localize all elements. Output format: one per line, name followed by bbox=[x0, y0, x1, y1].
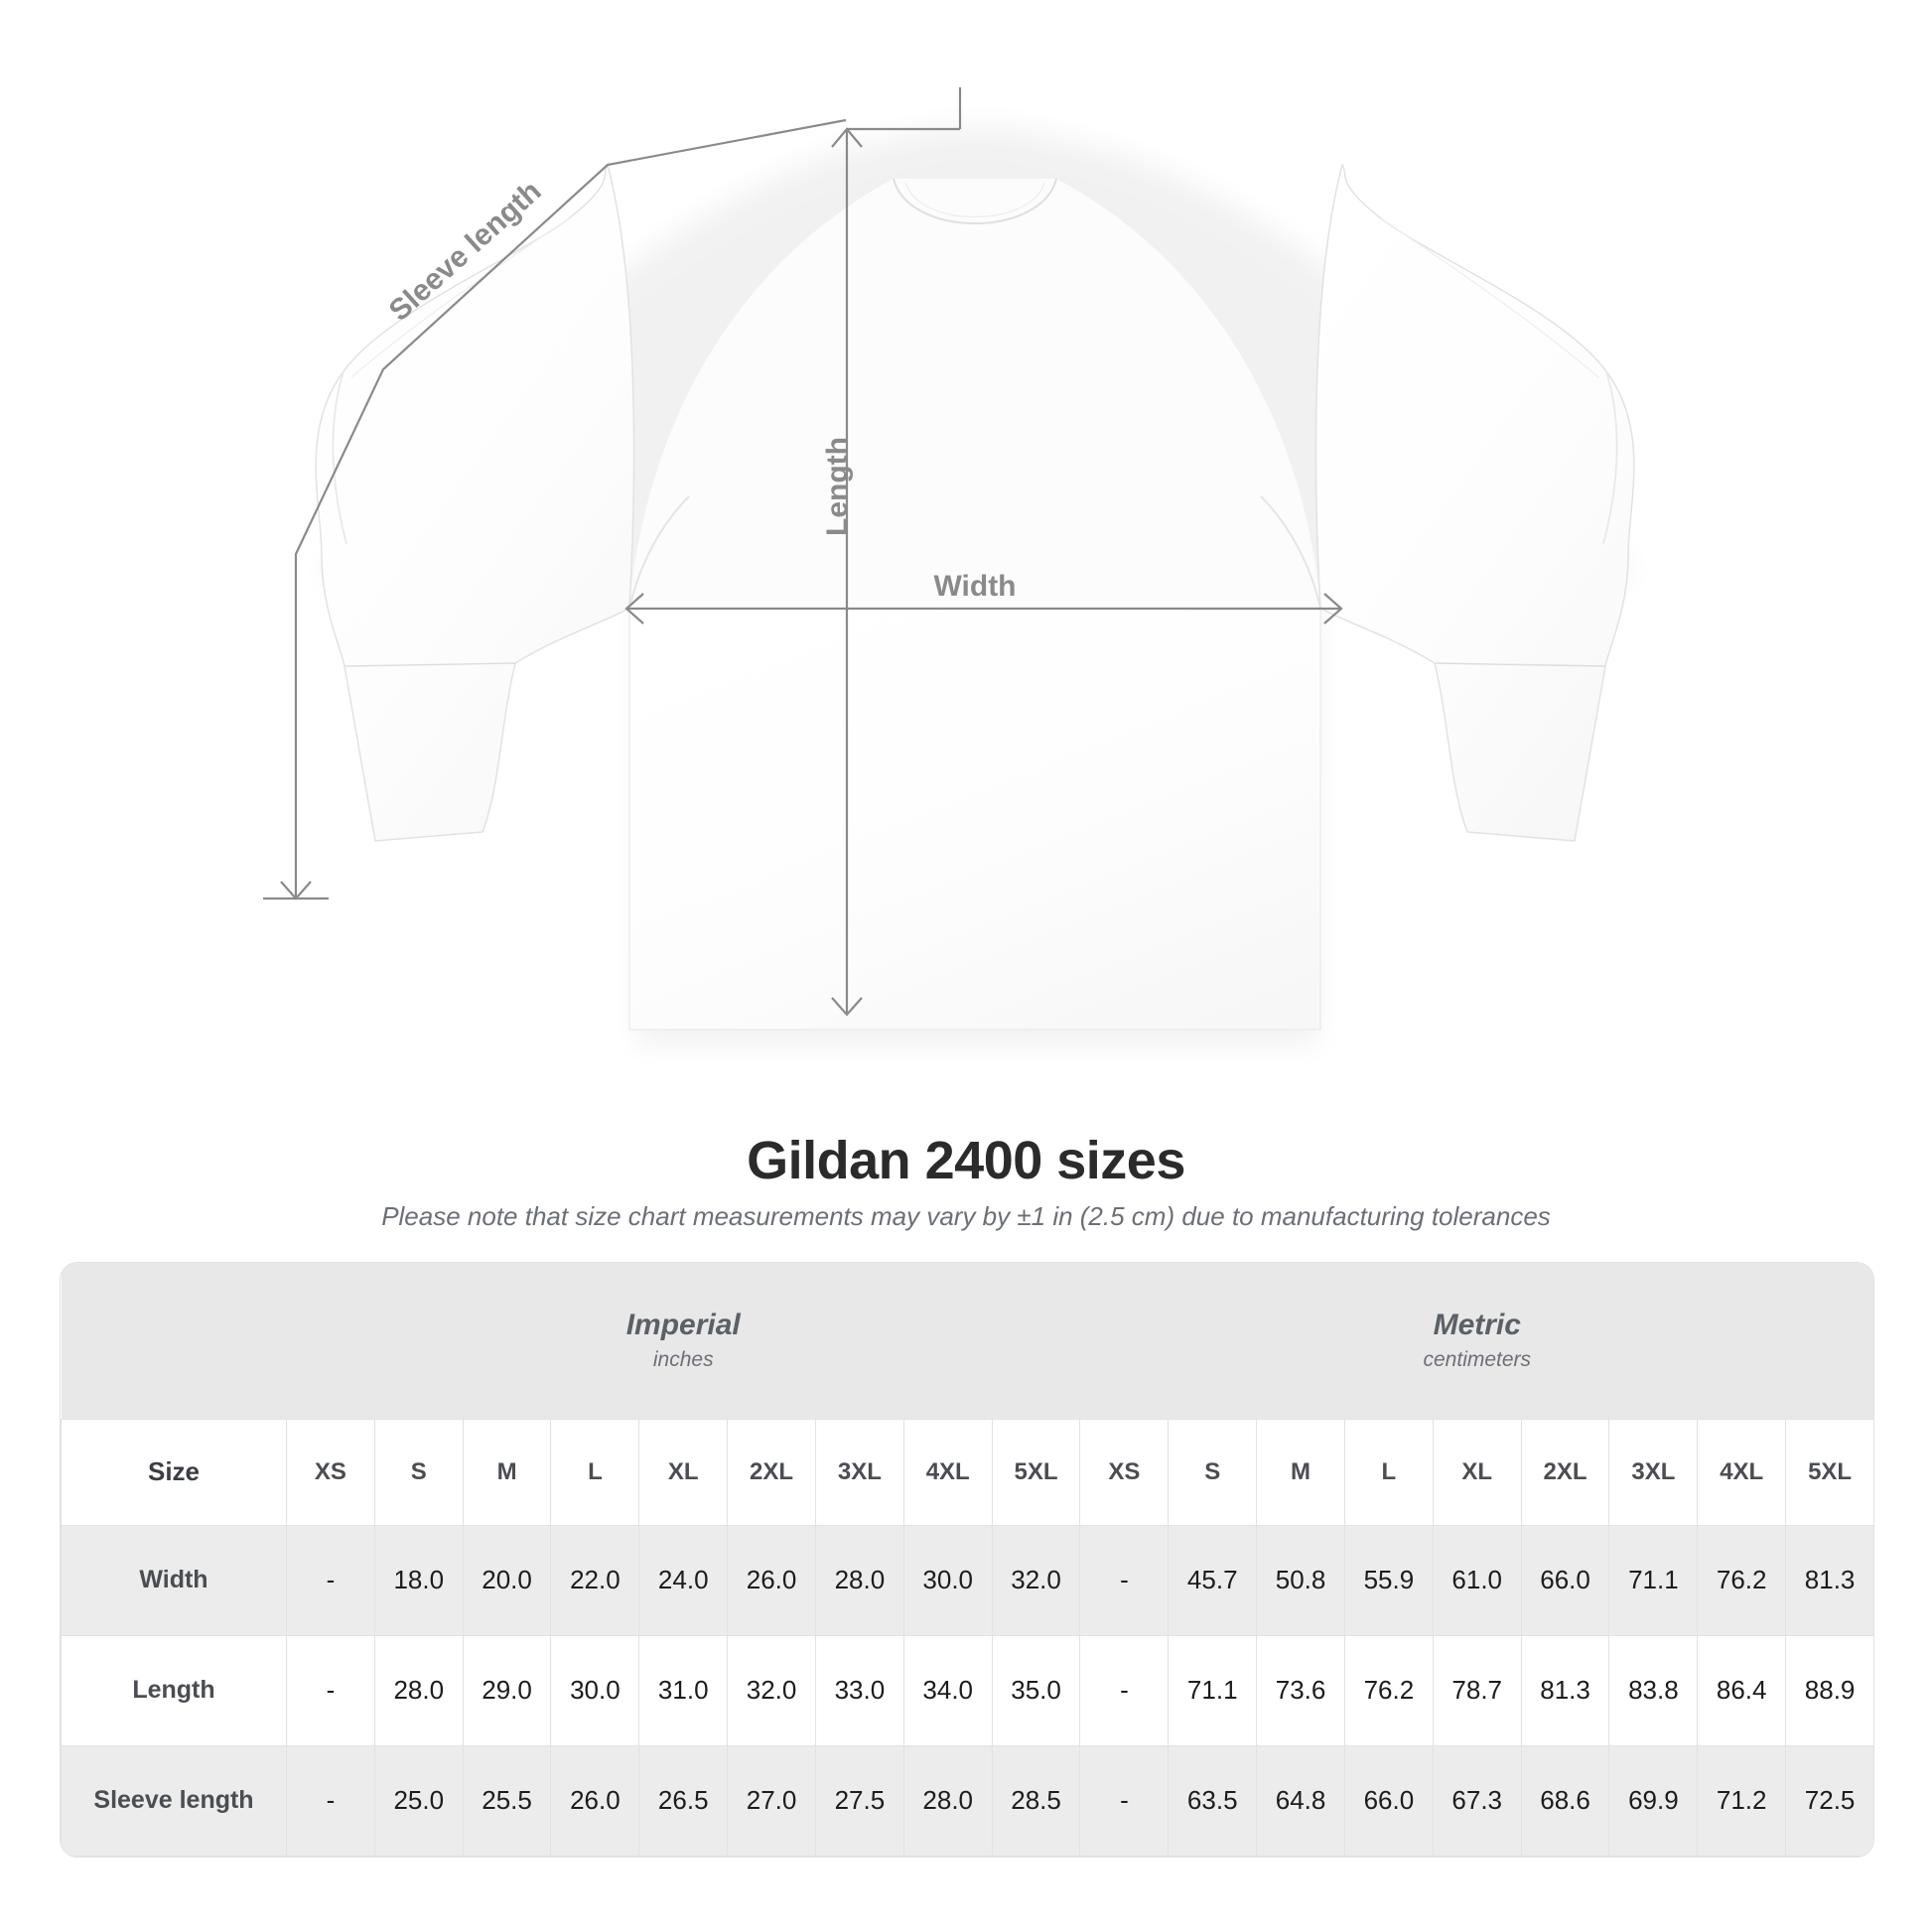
svg-text:Width: Width bbox=[933, 570, 1016, 603]
svg-text:Length: Length bbox=[821, 437, 854, 536]
